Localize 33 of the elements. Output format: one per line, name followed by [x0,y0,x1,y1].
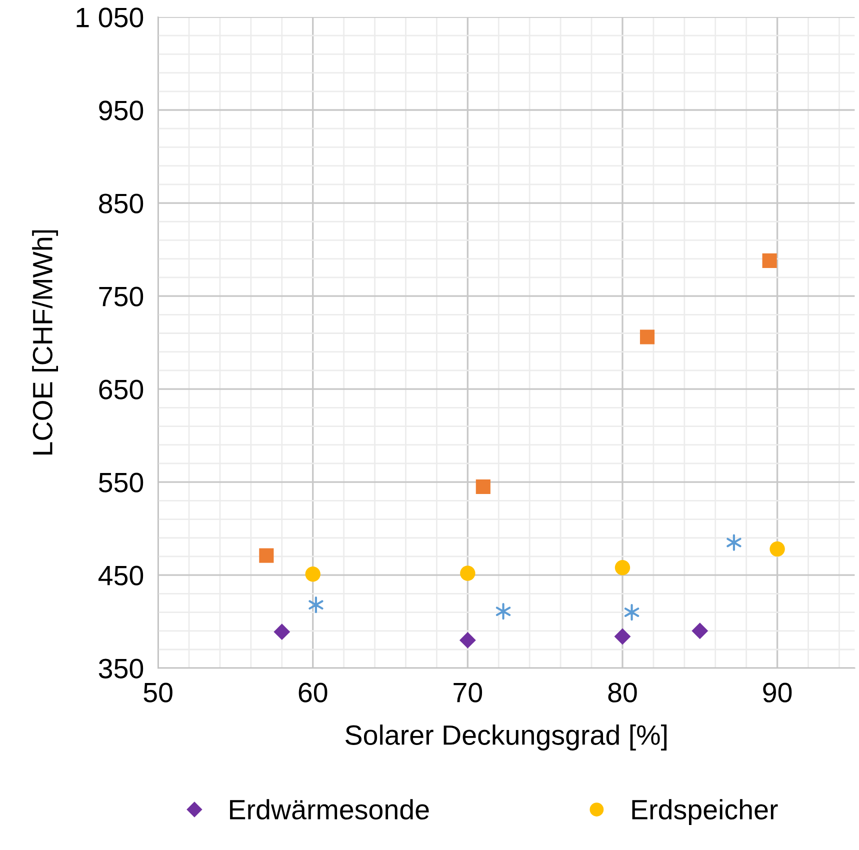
x-tick-label: 60 [298,682,328,702]
y-tick-label: 950 [99,100,144,120]
y-tick-label: 750 [99,286,144,306]
x-tick-label: 90 [763,682,792,702]
point [624,604,640,621]
point [259,548,274,563]
point [726,534,742,551]
point [692,622,708,640]
point [308,596,324,614]
point [496,603,511,620]
y-tick-label: 450 [98,566,144,586]
x-tick-label: 70 [454,682,482,702]
point [476,479,490,494]
x-tick-label: 80 [608,682,637,702]
y-tick-label: 650 [99,380,144,400]
point [460,566,476,581]
point [640,330,655,344]
point [614,560,630,576]
y-tick-label: 550 [98,472,144,492]
point [770,541,785,557]
y-tick-label: 350 [98,658,144,678]
point [305,566,320,582]
x-tick-label: 50 [144,682,172,702]
point [762,253,777,268]
x-axis-title: Solarer Deckungsgrad [%] [346,724,667,750]
point [614,628,631,645]
legend-label: Erdspeicher [632,799,778,825]
y-tick-label: 1 050 [76,8,144,28]
legend-label: Erdwärmesonde [230,799,429,820]
y-tick-label: 850 [99,194,144,214]
point [274,624,290,640]
point [459,632,476,648]
y-axis-title: LCOE [CHF/MWh] [32,230,58,454]
